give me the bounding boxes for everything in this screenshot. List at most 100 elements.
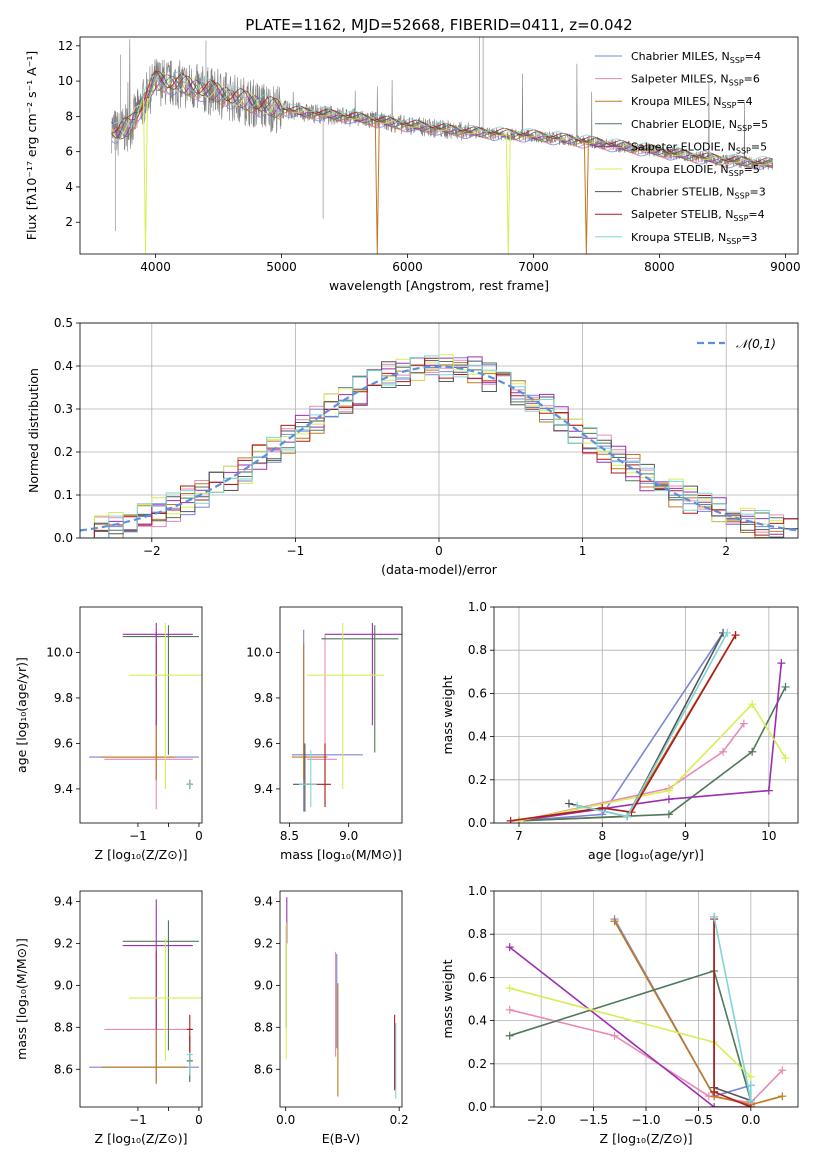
weight-marker [664, 795, 673, 804]
weight-line [568, 632, 724, 818]
x-tick-label: 0.0 [741, 1113, 760, 1127]
weight-line [713, 916, 752, 1101]
weight-line [510, 634, 737, 822]
y-tick-label: 0.4 [468, 1014, 487, 1028]
weight-line [518, 632, 724, 822]
legend-label: Salpeter ELODIE, NSSP=5 [631, 140, 767, 155]
legend-label: Kroupa ELODIE, NSSP=5 [631, 163, 760, 178]
y-tick-label: 0.1 [54, 488, 73, 502]
y-tick-label: 0.2 [54, 445, 73, 459]
y-tick-label: 9.4 [54, 894, 73, 908]
x-axis-label: Z [log₁₀(Z/Z⊙)] [600, 1131, 693, 1146]
ticks-group: 0.0 0.2 8.6 8.8 9.0 9.2 9.4 [254, 894, 409, 1127]
weight-marker [664, 810, 673, 819]
y-tick-label: 9.4 [54, 782, 73, 796]
weight-marker [564, 799, 573, 808]
x-axis-label: Z [log₁₀(Z/Z⊙)] [95, 1131, 188, 1146]
plot-area [80, 354, 798, 538]
y-tick-label: 10 [58, 74, 73, 88]
ticks-group: 4000 5000 6000 7000 8000 9000 2 4 6 8 10 12 [58, 39, 801, 274]
spectrum-model-line [111, 77, 774, 169]
weight-marker [778, 1092, 787, 1101]
legend-label: Chabrier STELIB, NSSP=3 [631, 186, 766, 201]
x-tick-label: 9.0 [339, 829, 358, 843]
x-tick-label: 4000 [140, 260, 171, 274]
plot-area [285, 897, 397, 1099]
x-tick-label: 8000 [644, 260, 675, 274]
plot-area [89, 622, 202, 810]
histogram-step [80, 355, 798, 538]
x-tick-label: 8 [598, 829, 606, 843]
y-axis-label: mass weight [440, 959, 455, 1038]
y-tick-label: 9.8 [254, 691, 273, 705]
weight-line [509, 946, 751, 1107]
x-tick-label: 6000 [392, 260, 423, 274]
spectrum-model-dip [505, 134, 511, 254]
y-tick-label: 0.2 [468, 773, 487, 787]
weight-marker [748, 700, 757, 709]
y-tick-label: 8.8 [54, 1020, 73, 1034]
y-tick-label: 9.2 [54, 936, 73, 950]
y-axis-label: age [log₁₀(age/yr)] [14, 657, 29, 773]
y-tick-label: 8.6 [254, 1062, 273, 1076]
y-tick-label: 0.5 [54, 316, 73, 330]
weight-marker [710, 912, 719, 921]
weight-marker [505, 1031, 514, 1040]
x-tick-label: 0.2 [390, 1113, 409, 1127]
x-tick-label: 0 [195, 829, 203, 843]
y-tick-label: 9.8 [54, 691, 73, 705]
y-tick-label: 0.4 [54, 359, 73, 373]
y-tick-label: 8 [65, 109, 73, 123]
weight-marker [778, 1066, 787, 1075]
panel-z-weight: −2.0 −1.5 −1.0 −0.5 0.0 0.0 0.2 0.4 0.6 0.8 1.0 Z [… [440, 884, 799, 1146]
ticks-group: 8.5 9.0 9.4 9.6 9.8 10.0 [246, 645, 358, 843]
weight-marker [746, 1081, 755, 1090]
ticks-group: −1 0 8.6 8.8 9.0 9.2 9.4 [54, 894, 203, 1127]
weight-marker [664, 786, 673, 795]
y-tick-label: 10.0 [246, 645, 273, 659]
axes-frame [493, 606, 799, 824]
axes-frame [79, 606, 203, 824]
spectrum-model-line [111, 72, 773, 166]
panel-z-age: −1 0 9.4 9.6 9.8 10.0 Z [log₁₀(Z/Z⊙)] age [log₁… [14, 606, 203, 862]
plot-area [89, 899, 202, 1084]
spectrum-model-line [111, 71, 774, 162]
axes-frame [279, 606, 403, 824]
y-tick-label: 0.8 [468, 643, 487, 657]
weight-marker [506, 816, 515, 823]
ticks-group: 7 8 9 10 0.0 0.2 0.4 0.6 0.8 1.0 [468, 600, 777, 843]
panel-residuals: −2 −1 0 1 2 0.0 0.1 0.2 0.3 0.4 0.5 (data-model)/er… [26, 316, 799, 577]
y-tick-label: 0.2 [468, 1057, 487, 1071]
figure-title: PLATE=1162, MJD=52668, FIBERID=0411, z=0… [245, 16, 632, 34]
gaussian-curve [80, 365, 798, 532]
y-tick-label: 9.4 [254, 782, 273, 796]
weight-marker [739, 719, 748, 728]
weight-marker [723, 628, 732, 637]
ticks-group: −1 0 9.4 9.6 9.8 10.0 [46, 645, 202, 843]
x-tick-label: 5000 [266, 260, 297, 274]
axes-frame [279, 890, 403, 1108]
x-axis-label: (data-model)/error [381, 562, 498, 577]
y-tick-label: 12 [58, 39, 73, 53]
weight-marker [781, 754, 790, 763]
y-tick-label: 8.8 [254, 1020, 273, 1034]
spectrum-model-line [111, 70, 773, 165]
y-tick-label: 0.0 [54, 531, 73, 545]
weight-marker [746, 1096, 755, 1105]
y-tick-label: 6 [65, 145, 73, 159]
y-tick-label: 0.0 [468, 1100, 487, 1114]
spectrum-model-dip [374, 120, 380, 254]
spectrum-model-dip [583, 141, 589, 254]
x-axis-label: age [log₁₀(age/yr)] [588, 847, 704, 862]
legend-label: Chabrier ELODIE, NSSP=5 [631, 118, 768, 133]
x-tick-label: 2 [722, 544, 730, 558]
x-tick-label: −1 [287, 544, 305, 558]
weight-marker [781, 682, 790, 691]
x-tick-label: −2.0 [527, 1113, 556, 1127]
x-tick-label: 0 [195, 1113, 203, 1127]
x-axis-label: mass [log₁₀(M/M⊙)] [280, 847, 402, 862]
x-tick-label: 9 [682, 829, 690, 843]
x-tick-label: −2 [143, 544, 161, 558]
x-axis-label: E(B-V) [322, 1131, 361, 1146]
weight-marker [610, 917, 619, 926]
